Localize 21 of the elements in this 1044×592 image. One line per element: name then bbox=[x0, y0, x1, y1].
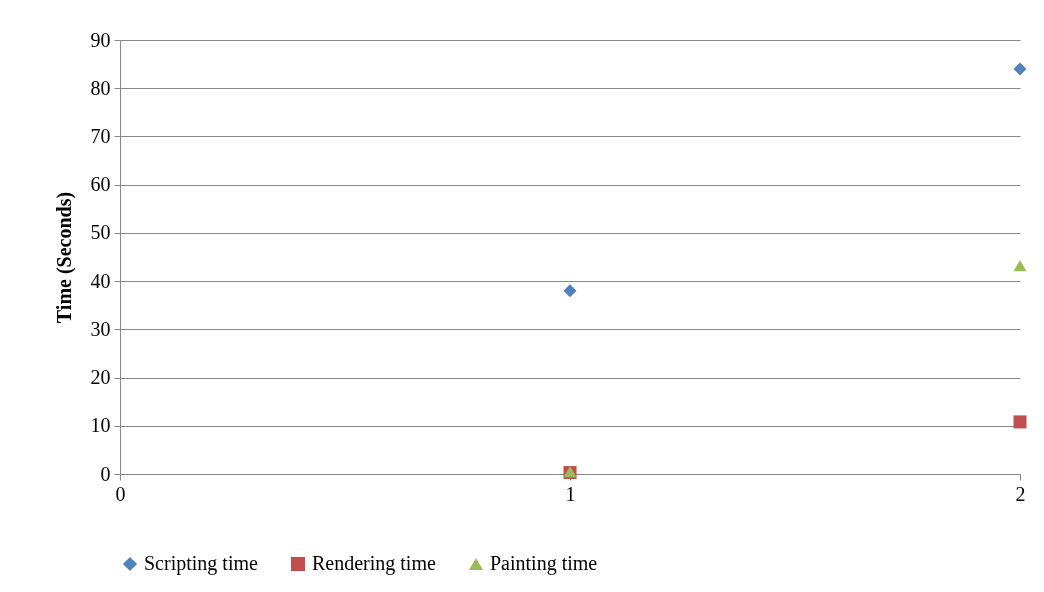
y-tick-label: 20 bbox=[90, 366, 111, 389]
y-tick-label: 90 bbox=[90, 28, 111, 51]
legend-label: Painting time bbox=[490, 552, 598, 575]
point bbox=[1013, 260, 1027, 272]
y-axis-title: Time (Seconds) bbox=[52, 191, 76, 324]
y-tick-label: 30 bbox=[90, 317, 111, 340]
y-tick-label: 70 bbox=[90, 124, 111, 147]
x-tick-label: 2 bbox=[1015, 482, 1026, 505]
y-tick-label: 40 bbox=[90, 269, 111, 292]
x-tick-label: 1 bbox=[565, 482, 576, 505]
y-tick-label: 10 bbox=[90, 414, 111, 437]
y-tick-label: 50 bbox=[90, 221, 111, 244]
legend-label: Rendering time bbox=[312, 552, 436, 575]
point bbox=[563, 284, 577, 298]
point bbox=[1013, 415, 1027, 429]
legend-label: Scripting time bbox=[144, 552, 258, 575]
point bbox=[1013, 62, 1027, 76]
y-tick-label: 80 bbox=[90, 76, 111, 99]
y-tick-label: 0 bbox=[100, 462, 111, 485]
x-tick-label: 0 bbox=[115, 482, 126, 505]
y-tick-label: 60 bbox=[90, 173, 111, 196]
